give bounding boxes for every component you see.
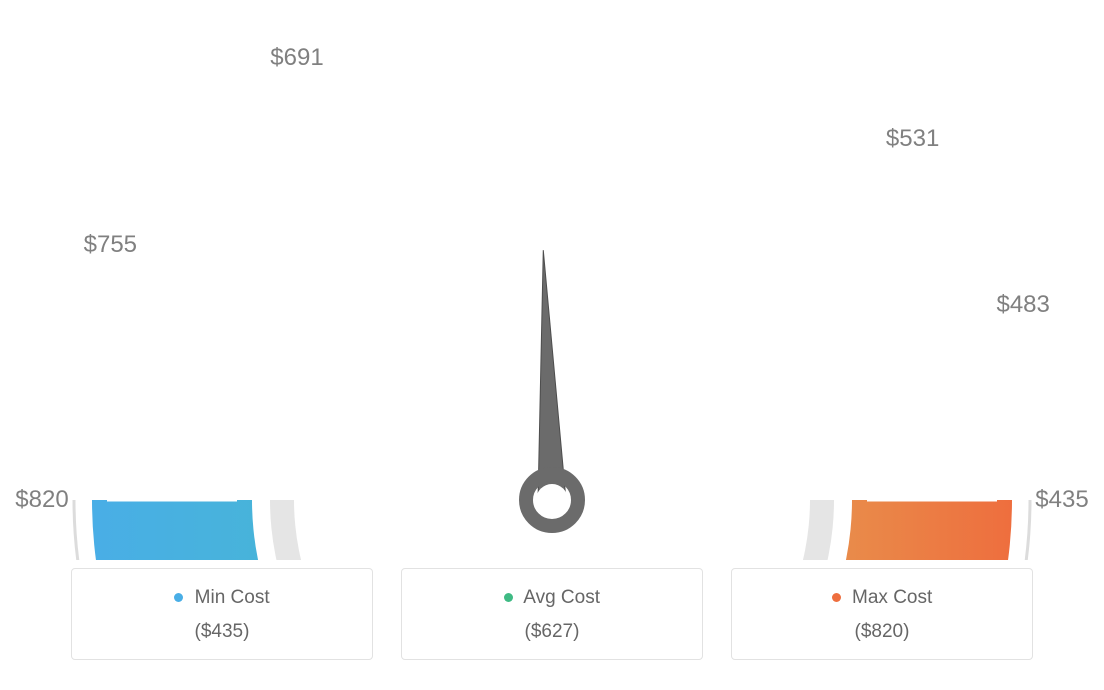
legend-max-label: Max Cost [732,587,1032,609]
gauge-tick-label: $691 [270,44,323,72]
legend-avg-text: Avg Cost [523,587,600,608]
legend-row: Min Cost ($435) Avg Cost ($627) Max Cost… [0,568,1104,660]
gauge-tick-label: $755 [84,231,137,259]
legend-min-label: Min Cost [72,587,372,609]
legend-max-card: Max Cost ($820) [731,568,1033,660]
gauge: $435 $483 $531 $627 $691 $755 $820 [0,0,1104,560]
legend-min-text: Min Cost [195,587,270,608]
gauge-tick-label: $531 [886,125,939,153]
dot-icon [504,593,513,602]
dot-icon [832,593,841,602]
legend-max-text: Max Cost [852,587,932,608]
legend-avg-value: ($627) [402,621,702,643]
gauge-tick-label: $820 [15,486,68,514]
gauge-chart-container: $435 $483 $531 $627 $691 $755 $820 Min Cost ($… [0,0,1104,690]
gauge-tick-label: $627 [525,0,578,4]
legend-min-value: ($435) [72,621,372,643]
legend-avg-label: Avg Cost [402,587,702,609]
legend-avg-card: Avg Cost ($627) [401,568,703,660]
gauge-tick-label: $435 [1035,486,1088,514]
gauge-tick-label: $483 [996,291,1049,319]
legend-min-card: Min Cost ($435) [71,568,373,660]
dot-icon [174,593,183,602]
legend-max-value: ($820) [732,621,1032,643]
